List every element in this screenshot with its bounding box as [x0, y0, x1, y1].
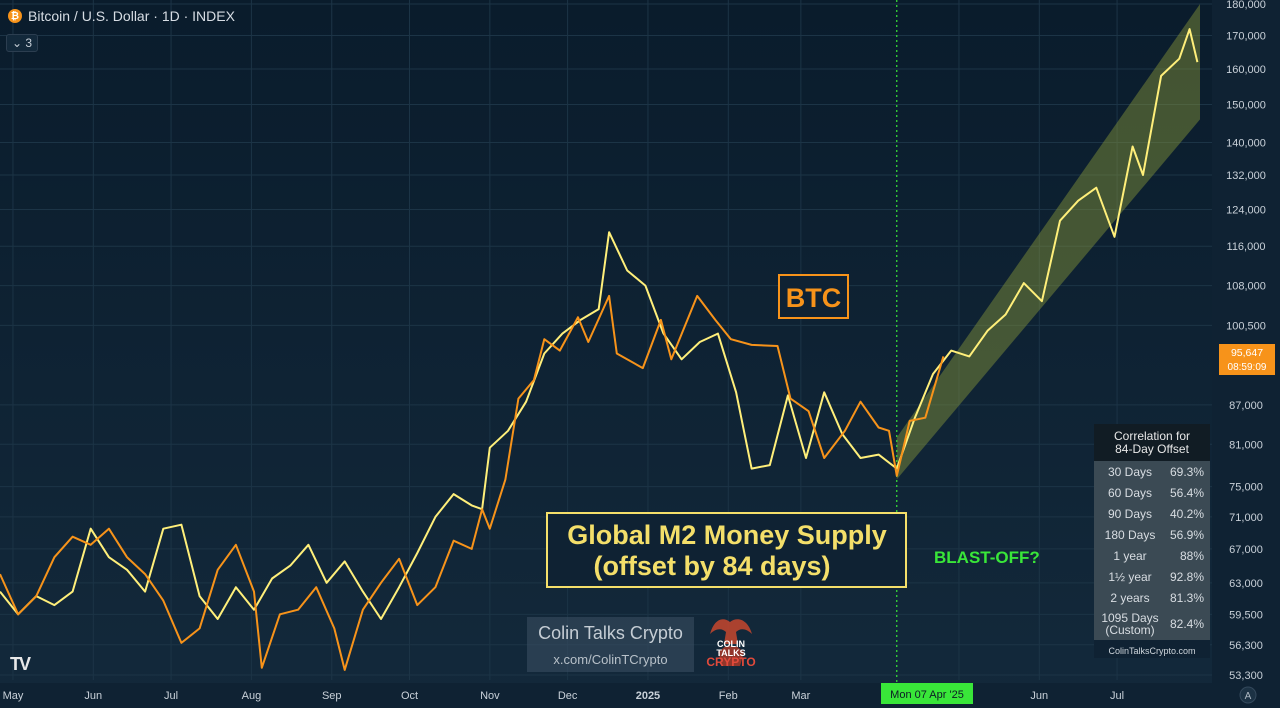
x-tick-label: Sep	[322, 690, 342, 702]
x-tick-label: Jul	[164, 690, 178, 702]
y-tick-label: 100,500	[1226, 320, 1266, 332]
m2-series-line	[0, 28, 1199, 620]
grid-lines	[0, 0, 1212, 680]
x-tick-label: Oct	[401, 690, 418, 702]
x-tick-label: Nov	[480, 690, 500, 702]
correlation-row: 60 Days 56.4%	[1107, 485, 1204, 500]
m2-label: Global M2 Money Supply (offset by 84 day…	[546, 512, 907, 588]
y-tick-label: 67,000	[1229, 544, 1263, 556]
correlation-table: Correlation for 84-Day Offset 30 Days 69.…	[1094, 424, 1210, 658]
y-tick-label: 170,000	[1226, 31, 1266, 43]
y-tick-label: 150,000	[1226, 100, 1266, 112]
bull-icon	[710, 619, 752, 666]
y-tick-label: 180,000	[1226, 0, 1266, 11]
x-tick-label: Feb	[719, 690, 738, 702]
bitcoin-icon: ₿	[8, 9, 22, 23]
correlation-footer: ColinTalksCrypto.com	[1094, 640, 1210, 658]
y-tick-label: 63,000	[1229, 578, 1263, 590]
x-tick-label: Dec	[558, 690, 578, 702]
y-tick-label: 160,000	[1226, 64, 1266, 76]
trend-channel	[896, 4, 1200, 480]
y-tick-label: 87,000	[1229, 400, 1263, 412]
time-axis-bg	[0, 683, 1212, 708]
x-tick-label: May	[3, 690, 24, 702]
y-tick-label: 132,000	[1226, 170, 1266, 182]
m2-label-line2: (offset by 84 days)	[593, 551, 830, 581]
m2-label-line1: Global M2 Money Supply	[567, 520, 887, 550]
crosshair-date-badge: Mon 07 Apr '25	[881, 683, 973, 704]
correlation-row: 1095 Days (Custom) 82.4%	[1101, 611, 1204, 637]
correlation-row: 1 year 88%	[1113, 548, 1204, 563]
series-layer	[0, 28, 1199, 671]
y-tick-label: 56,300	[1229, 640, 1263, 652]
x-tick-label: 2025	[636, 690, 660, 702]
time-axis[interactable]: MayJunJulAugSepOctNovDec2025FebMarMayJun…	[0, 683, 1212, 708]
y-tick-label: 75,000	[1229, 482, 1263, 494]
watermark-name: Colin Talks Crypto	[538, 623, 683, 643]
blast-off-label: BLAST-OFF?	[934, 548, 1040, 567]
crosshair-date: Mon 07 Apr '25	[890, 689, 964, 701]
y-tick-label: 71,000	[1229, 512, 1263, 524]
btc-series-line	[0, 294, 945, 671]
y-tick-label: 59,500	[1229, 609, 1263, 621]
y-tick-label: 81,000	[1229, 439, 1263, 451]
y-tick-label: 124,000	[1226, 204, 1266, 216]
correlation-row: 30 Days 69.3%	[1107, 464, 1204, 479]
bar-countdown: 08:59:09	[1228, 362, 1267, 373]
btc-label-text: BTC	[786, 283, 842, 313]
x-tick-label: Mar	[791, 690, 810, 702]
x-tick-label: Jul	[1110, 690, 1124, 702]
bull-logo: COLIN TALKS CRYPTO	[702, 612, 760, 668]
auto-scale-button[interactable]: A	[1239, 686, 1257, 704]
correlation-row: 2 years 81.3%	[1110, 590, 1204, 605]
x-tick-label: Jun	[1030, 690, 1048, 702]
x-tick-label: Aug	[242, 690, 262, 702]
last-price: 95,647	[1231, 347, 1263, 359]
symbol-header[interactable]: ₿ Bitcoin / U.S. Dollar · 1D · INDEX	[8, 8, 235, 24]
y-tick-label: 108,000	[1226, 281, 1266, 293]
correlation-title: Correlation for 84-Day Offset	[1094, 424, 1210, 461]
indicators-toggle[interactable]: ⌄ 3	[6, 34, 39, 52]
btc-label: BTC	[778, 274, 849, 319]
correlation-row: 1½ year 92.8%	[1108, 569, 1204, 584]
svg-text:A: A	[1245, 691, 1252, 702]
last-price-badge: 95,647 08:59:09	[1219, 344, 1275, 375]
y-tick-label: 53,300	[1229, 670, 1263, 682]
watermark-box: Colin Talks Crypto x.com/ColinTCrypto	[527, 617, 694, 672]
indicator-count: 3	[25, 36, 33, 50]
chevron-down-icon: ⌄	[12, 36, 23, 50]
y-tick-label: 140,000	[1226, 138, 1266, 150]
correlation-row: 180 Days 56.9%	[1104, 527, 1204, 542]
correlation-row: 90 Days 40.2%	[1107, 506, 1204, 521]
tradingview-logo[interactable]: TV	[10, 654, 31, 674]
watermark-handle: x.com/ColinTCrypto	[553, 652, 668, 667]
x-tick-label: Jun	[84, 690, 102, 702]
y-tick-label: 116,000	[1227, 241, 1266, 253]
symbol-title: Bitcoin / U.S. Dollar · 1D · INDEX	[28, 8, 235, 24]
